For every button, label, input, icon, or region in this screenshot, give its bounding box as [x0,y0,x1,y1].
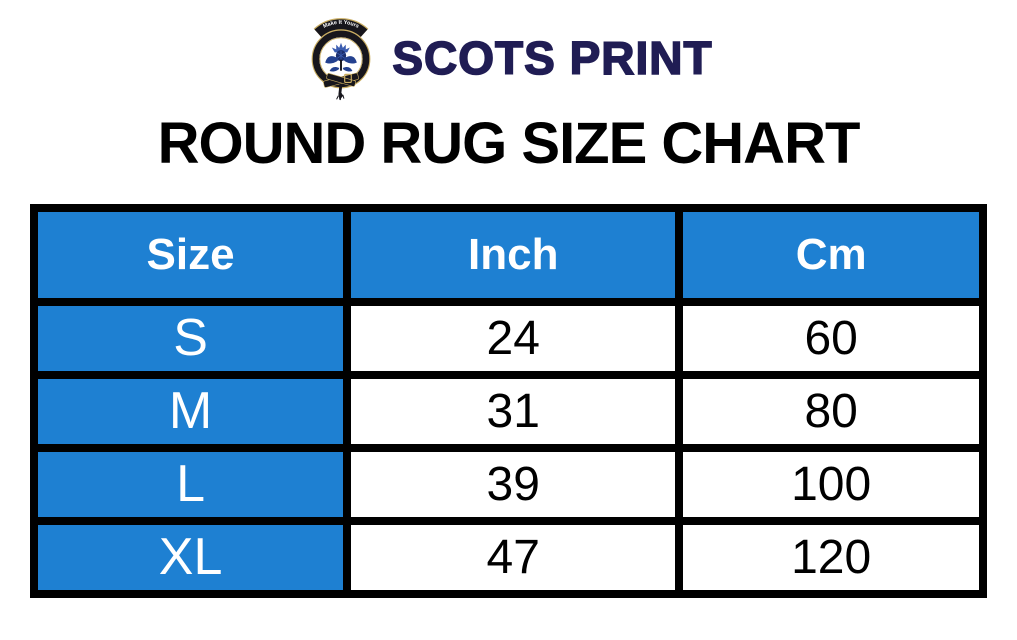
inch-cell: 24 [343,297,684,379]
cm-cell: 100 [675,443,987,525]
table-row: XL 47 120 [29,516,987,598]
cm-cell: 60 [675,297,987,379]
column-header-size: Size [29,203,352,306]
inch-cell: 47 [343,516,684,598]
banner-band [314,19,368,38]
size-chart-table: Size Inch Cm S 24 60 M 31 80 L 39 100 [29,203,987,598]
column-header-cm: Cm [675,203,987,306]
inch-cell: 31 [343,370,684,452]
brand-wordmark: SCOTS PRINT [392,32,713,84]
cm-cell: 80 [675,370,987,452]
svg-text:Make It Yours: Make It Yours [323,20,360,30]
size-cell: L [29,443,352,525]
brand-header: Make It Yours [0,0,1017,104]
size-cell: M [29,370,352,452]
column-header-inch: Inch [343,203,684,306]
inch-cell: 39 [343,443,684,525]
table-row: L 39 100 [29,443,987,525]
strap-buckle [323,72,360,101]
motto-text: Make It Yours [323,20,360,30]
clan-crest-logo-icon: Make It Yours [312,18,371,101]
page-title: ROUND RUG SIZE CHART [157,111,861,176]
table-row: S 24 60 [29,297,987,379]
size-cell: XL [29,516,352,598]
size-cell: S [29,297,352,379]
thistle-icon [325,42,358,72]
cm-cell: 120 [675,516,987,598]
table-row: M 31 80 [29,370,987,452]
header-row: Size Inch Cm [29,203,987,306]
